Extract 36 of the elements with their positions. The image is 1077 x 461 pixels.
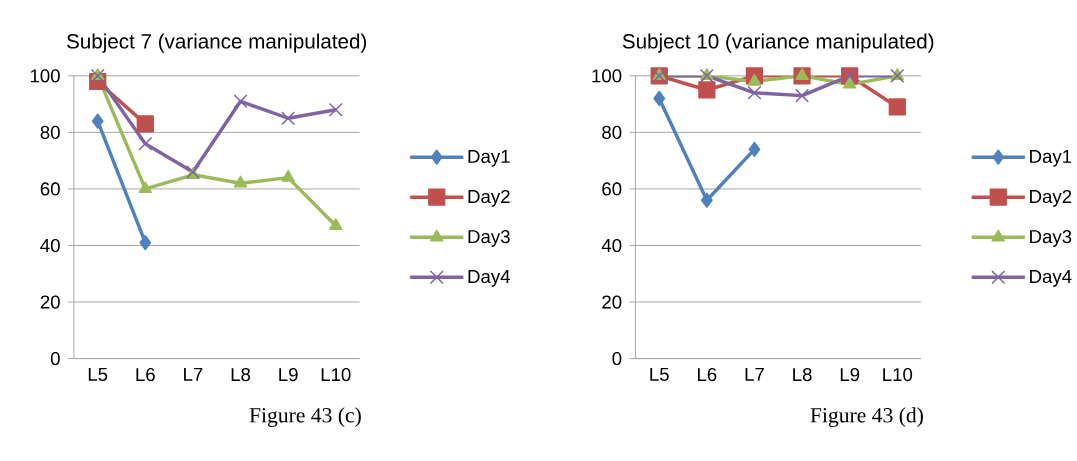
x-tick-label: L5 — [88, 367, 108, 381]
x-tick-label: L7 — [745, 367, 764, 381]
y-tick-label: 60 — [602, 182, 622, 196]
x-tick-label: L6 — [136, 367, 155, 382]
caption: Figure 43 (d) — [810, 407, 923, 427]
y-tick-label: 0 — [50, 351, 60, 366]
caption: Figure 43 (c) — [249, 407, 361, 427]
legend-label: Day1 — [468, 150, 510, 167]
chart-title: Subject 7 (variance manipulated) — [67, 33, 367, 53]
legend-label: Day2 — [1030, 189, 1072, 207]
y-tick-label: 40 — [40, 238, 60, 253]
y-tick-label: 100 — [30, 69, 60, 83]
y-tick-label: 100 — [592, 69, 622, 83]
x-tick-label: L7 — [184, 367, 203, 381]
y-tick-label: 20 — [40, 295, 60, 309]
x-tick-label: L5 — [650, 367, 669, 381]
y-tick-label: 60 — [40, 182, 60, 196]
x-tick-label: L10 — [883, 367, 913, 382]
chart-title: Subject 10 (variance manipulated) — [622, 33, 934, 53]
y-tick-label: 80 — [602, 125, 622, 139]
y-tick-label: 80 — [40, 125, 60, 139]
legend-label: Day2 — [468, 189, 510, 207]
legend-label: Day1 — [1030, 150, 1072, 167]
legend-label: Day3 — [468, 229, 510, 247]
x-tick-label: L8 — [231, 367, 251, 382]
x-tick-label: L10 — [321, 367, 351, 382]
x-tick-label: L9 — [840, 367, 860, 382]
y-tick-label: 40 — [601, 238, 622, 253]
y-tick-label: 0 — [612, 351, 622, 366]
y-tick-label: 20 — [602, 295, 622, 309]
legend-label: Day4 — [1030, 270, 1072, 287]
x-tick-label: L8 — [793, 367, 812, 382]
x-tick-label: L9 — [279, 367, 298, 382]
legend-label: Day3 — [1030, 229, 1072, 247]
x-tick-label: L6 — [697, 367, 717, 382]
legend-label: Day4 — [468, 270, 511, 287]
